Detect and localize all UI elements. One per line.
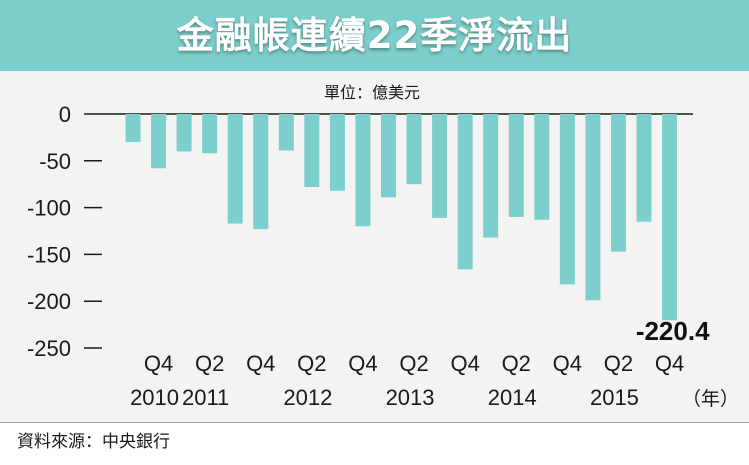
chart-title: 金融帳連續22季淨流出 (176, 14, 573, 57)
x-axis-unit: （年） (682, 388, 739, 410)
x-tick-label-year: 2013 (386, 385, 435, 410)
y-tick-label: 0 (59, 102, 71, 127)
y-tick-label: -50 (39, 149, 71, 174)
x-tick-label-year: 2012 (283, 385, 332, 410)
x-tick-label-year: 2010 (130, 385, 179, 410)
x-tick-label-quarter: Q4 (450, 351, 479, 376)
y-tick-label: -150 (27, 242, 71, 267)
bar (227, 114, 243, 224)
data-label-last: -220.4 (636, 316, 710, 346)
bar (636, 114, 652, 222)
x-tick-label-quarter: Q2 (502, 351, 531, 376)
y-tick-label: -250 (27, 336, 71, 361)
bar (202, 114, 218, 154)
bar (329, 114, 345, 191)
x-tick-label-quarter: Q2 (399, 351, 428, 376)
bar (278, 114, 294, 151)
bar (151, 114, 167, 169)
x-tick-label-quarter: Q2 (604, 351, 633, 376)
x-tick-label-quarter: Q2 (195, 351, 224, 376)
bar (457, 114, 473, 270)
x-tick-label-year: 2011 (182, 385, 229, 410)
bar (176, 114, 192, 152)
bar (662, 114, 678, 321)
x-tick-label-year: 2015 (590, 385, 639, 410)
bar (610, 114, 626, 252)
bar (304, 114, 320, 188)
unit-label: 單位：億美元 (324, 83, 420, 102)
x-tick-label-quarter: Q4 (144, 351, 173, 376)
x-tick-label-year: 2014 (488, 385, 537, 410)
footer-divider (0, 422, 749, 423)
y-tick-label: -100 (27, 196, 71, 221)
bar (534, 114, 550, 220)
x-tick-label-quarter: Q4 (553, 351, 582, 376)
x-tick-label-quarter: Q2 (297, 351, 326, 376)
bar (559, 114, 575, 285)
source-note: 資料來源：中央銀行 (17, 432, 170, 452)
y-tick-label: -200 (27, 289, 71, 314)
bar (125, 114, 141, 143)
title-bar (0, 0, 749, 71)
x-tick-label-quarter: Q4 (348, 351, 377, 376)
x-tick-label-quarter: Q4 (655, 351, 684, 376)
bar (432, 114, 448, 218)
x-tick-label-quarter: Q4 (246, 351, 275, 376)
bar (483, 114, 499, 238)
bar (585, 114, 601, 301)
bar (355, 114, 371, 227)
bar (406, 114, 422, 185)
bar (508, 114, 524, 217)
bar (381, 114, 396, 198)
bar (253, 114, 269, 230)
